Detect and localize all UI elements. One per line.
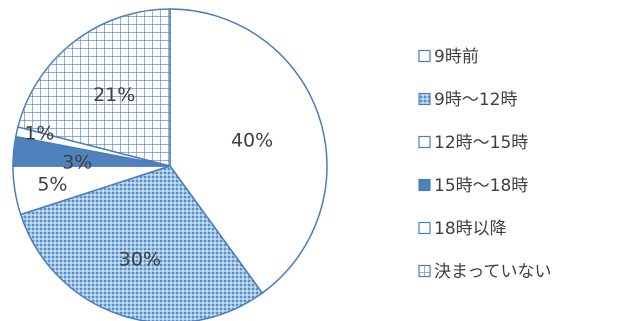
legend-label-1: 9時前 bbox=[434, 47, 479, 67]
legend-label-5: 18時以降 bbox=[434, 219, 507, 239]
legend-label-3: 12時～15時 bbox=[434, 133, 528, 153]
pie-slices bbox=[12, 8, 328, 321]
legend-label-2: 9時～12時 bbox=[434, 90, 517, 110]
legend-label-6: 決まっていない bbox=[434, 262, 551, 282]
legend-swatch-6 bbox=[418, 264, 431, 278]
legend-swatch-2 bbox=[418, 92, 431, 106]
pie-slice-6 bbox=[17, 8, 171, 167]
pie-value-label-3: 5% bbox=[37, 174, 67, 196]
legend-swatch-4 bbox=[418, 178, 431, 192]
legend-swatch-5 bbox=[418, 221, 431, 235]
pie-value-label-1: 40% bbox=[231, 129, 273, 151]
pie-slice-1 bbox=[169, 8, 328, 295]
legend-swatch-3 bbox=[418, 135, 431, 149]
pie-value-label-2: 30% bbox=[119, 249, 161, 271]
pie-value-label-5: 1% bbox=[24, 123, 54, 145]
legend-swatch-1 bbox=[418, 49, 431, 63]
pie-value-labels: 40% 30% 5%3% 1% 21% bbox=[24, 84, 273, 271]
pie-value-label-6: 21% bbox=[93, 84, 135, 106]
legend-label-4: 15時～18時 bbox=[434, 176, 528, 196]
pie-slice-2 bbox=[19, 165, 264, 321]
pie-value-label-4: 3% bbox=[62, 151, 92, 173]
